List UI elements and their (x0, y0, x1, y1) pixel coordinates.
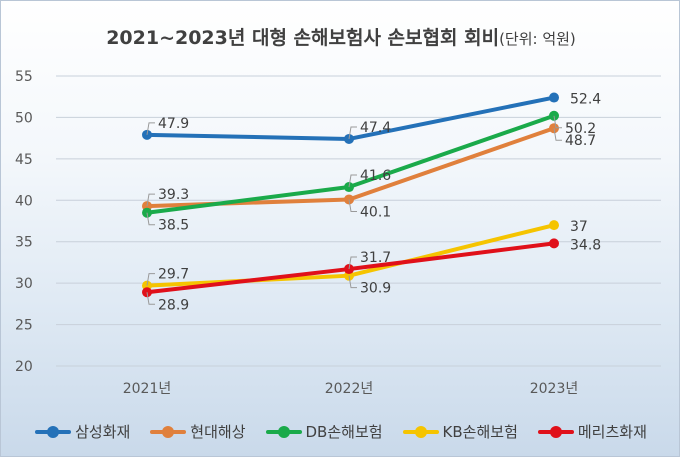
data-label: 34.8 (570, 237, 601, 253)
legend-marker (47, 425, 60, 438)
y-tick-label: 30 (15, 276, 33, 292)
legend-swatch (150, 425, 187, 438)
legend-item: 메리츠화재 (537, 421, 647, 442)
data-label-leader (348, 275, 357, 289)
data-label-leader (146, 122, 155, 135)
data-point (549, 220, 559, 231)
data-label: 47.4 (360, 120, 391, 136)
data-label-leader (146, 193, 155, 207)
y-tick-label: 25 (15, 318, 33, 334)
data-label: 30.9 (360, 281, 391, 297)
legend-marker (549, 425, 562, 438)
legend-marker (277, 425, 290, 438)
data-label-leader (348, 199, 357, 212)
chart-title: 2021~2023년 대형 손해보험사 손보협회 회비(단위: 억원) (1, 23, 680, 50)
data-point (549, 238, 559, 249)
x-tick-label: 2023년 (530, 381, 579, 397)
x-tick-label: 2021년 (123, 381, 172, 397)
legend-label: DB손해보험 (305, 423, 383, 441)
data-label: 38.5 (158, 218, 189, 234)
chart-title-main: 2021~2023년 대형 손해보험사 손보협회 회비 (106, 27, 500, 49)
data-label: 28.9 (158, 297, 189, 313)
legend-swatch (265, 425, 302, 438)
y-tick-label: 55 (15, 69, 33, 85)
y-tick-label: 40 (15, 193, 33, 209)
y-tick-label: 35 (15, 235, 33, 251)
data-label: 31.7 (360, 250, 391, 266)
data-label: 29.7 (158, 267, 189, 283)
y-tick-label: 20 (15, 359, 33, 375)
data-label-leader (348, 174, 357, 188)
legend-swatch (35, 425, 72, 438)
legend-marker (414, 425, 427, 438)
data-label-leader (348, 126, 357, 140)
data-label: 50.2 (565, 121, 596, 137)
data-label-leader (348, 256, 357, 270)
legend-label: 메리츠화재 (577, 423, 647, 441)
data-label: 39.3 (158, 187, 189, 203)
data-label: 48.7 (565, 133, 596, 149)
legend: 삼성화재 현대해상 DB손해보험 KB손해보험 메리츠화재 (1, 421, 680, 442)
data-point (549, 92, 559, 103)
legend-item: 삼성화재 (35, 421, 130, 442)
legend-swatch (537, 425, 574, 438)
data-label-leader (553, 115, 562, 129)
data-label-leader (146, 212, 155, 226)
data-label: 37 (570, 219, 588, 235)
data-label-leader (146, 292, 155, 305)
y-tick-label: 45 (15, 152, 33, 168)
x-tick-label: 2022년 (325, 381, 374, 397)
data-label-leader (146, 273, 155, 286)
data-label: 47.9 (158, 116, 189, 132)
data-label: 41.6 (360, 168, 391, 184)
data-label: 52.4 (570, 92, 601, 108)
legend-item: 현대해상 (150, 421, 246, 442)
data-label: 40.1 (360, 204, 391, 220)
legend-marker (162, 425, 175, 438)
legend-item: KB손해보험 (402, 421, 518, 442)
legend-label: KB손해보험 (442, 423, 518, 441)
y-tick-label: 50 (15, 110, 33, 126)
chart-title-unit: (단위: 억원) (499, 30, 576, 48)
legend-label: 현대해상 (190, 423, 246, 441)
legend-item: DB손해보험 (265, 421, 383, 442)
data-label-leader (553, 128, 562, 141)
legend-swatch (402, 425, 439, 438)
legend-label: 삼성화재 (75, 423, 131, 441)
